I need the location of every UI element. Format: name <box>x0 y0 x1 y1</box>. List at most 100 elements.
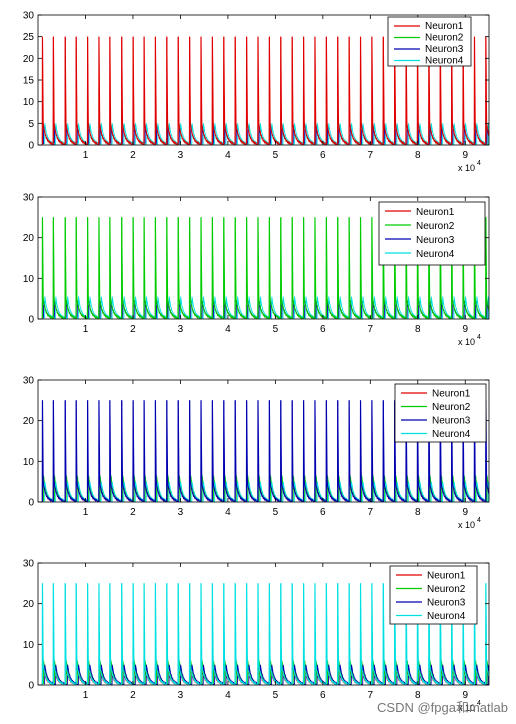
x-tick-label: 2 <box>130 507 136 518</box>
legend-label-neuron3: Neuron3 <box>432 416 471 427</box>
y-tick-label: 5 <box>28 119 34 130</box>
x-tick-label: 5 <box>273 690 279 701</box>
x-tick-label: 1 <box>83 690 89 701</box>
y-tick-label: 30 <box>23 193 35 204</box>
x-tick-label: 8 <box>415 507 421 518</box>
legend-box <box>378 201 486 266</box>
y-tick-label: 0 <box>28 141 34 152</box>
x-tick-label: 9 <box>462 150 468 161</box>
x-exponent-label: x 10 <box>458 703 475 713</box>
legend-label-neuron4: Neuron4 <box>425 56 464 67</box>
x-tick-label: 3 <box>178 324 184 335</box>
legend-label-neuron4: Neuron4 <box>432 429 471 440</box>
axes-frame <box>37 562 490 686</box>
legend: Neuron1 Neuron2 Neuron3 Neuron4 <box>378 201 486 266</box>
y-tick-label: 0 <box>28 315 34 326</box>
legend-label-neuron2: Neuron2 <box>432 402 471 413</box>
axes-frame <box>37 196 490 320</box>
x-tick-label: 6 <box>320 690 326 701</box>
x-tick-label: 4 <box>225 150 231 161</box>
y-tick-label: 20 <box>23 416 35 427</box>
x-tick-label: 6 <box>320 507 326 518</box>
y-tick-label: 30 <box>23 11 35 22</box>
x-tick-label: 3 <box>178 507 184 518</box>
y-tick-label: 30 <box>23 376 35 387</box>
x-exponent-label: x 10 <box>458 337 475 347</box>
x-tick-label: 5 <box>273 324 279 335</box>
x-exponent-label: x 10 <box>458 163 475 173</box>
legend-label-neuron1: Neuron1 <box>416 207 455 218</box>
series-line-neuron4 <box>44 123 489 145</box>
x-tick-label: 7 <box>368 690 374 701</box>
legend: Neuron1 Neuron2 Neuron3 Neuron4 <box>389 565 478 625</box>
x-tick-label: 3 <box>178 150 184 161</box>
x-tick-label: 2 <box>130 690 136 701</box>
legend-label-neuron3: Neuron3 <box>425 44 464 55</box>
x-tick-label: 7 <box>368 507 374 518</box>
y-tick-label: 20 <box>23 54 35 65</box>
y-tick-label: 0 <box>28 498 34 509</box>
y-tick-label: 15 <box>23 76 35 87</box>
x-tick-label: 1 <box>83 507 89 518</box>
x-tick-label: 2 <box>130 324 136 335</box>
x-exponent-power: 4 <box>477 517 481 524</box>
legend-box <box>389 565 478 625</box>
legend: Neuron1 Neuron2 Neuron3 Neuron4 <box>394 383 487 443</box>
x-exponent-power: 4 <box>477 700 481 707</box>
x-tick-label: 4 <box>225 690 231 701</box>
y-tick-label: 30 <box>23 559 35 570</box>
x-tick-label: 1 <box>83 324 89 335</box>
y-tick-label: 25 <box>23 32 35 43</box>
x-tick-label: 2 <box>130 150 136 161</box>
series-line-neuron4 <box>44 296 489 319</box>
legend-box <box>394 383 487 443</box>
x-tick-label: 7 <box>368 324 374 335</box>
axes-frame <box>37 379 490 503</box>
x-tick-label: 9 <box>462 324 468 335</box>
x-tick-label: 8 <box>415 324 421 335</box>
y-tick-label: 20 <box>23 233 35 244</box>
y-tick-label: 10 <box>23 274 35 285</box>
series-line-neuron3 <box>44 664 489 685</box>
y-tick-label: 10 <box>23 97 35 108</box>
x-tick-label: 4 <box>225 507 231 518</box>
y-tick-label: 10 <box>23 640 35 651</box>
legend-label-neuron4: Neuron4 <box>416 249 455 260</box>
legend-label-neuron4: Neuron4 <box>427 611 466 622</box>
x-tick-label: 4 <box>225 324 231 335</box>
y-tick-label: 10 <box>23 457 35 468</box>
y-tick-label: 0 <box>28 681 34 692</box>
legend-label-neuron2: Neuron2 <box>427 584 466 595</box>
x-exponent-label: x 10 <box>458 520 475 530</box>
x-exponent-power: 4 <box>477 160 481 167</box>
x-tick-label: 7 <box>368 150 374 161</box>
x-tick-label: 9 <box>462 690 468 701</box>
x-tick-label: 3 <box>178 690 184 701</box>
x-tick-label: 8 <box>415 690 421 701</box>
series-line-neuron4 <box>44 481 489 502</box>
legend-label-neuron1: Neuron1 <box>425 21 464 32</box>
legend-label-neuron1: Neuron1 <box>427 571 466 582</box>
legend-label-neuron1: Neuron1 <box>432 389 471 400</box>
x-tick-label: 5 <box>273 507 279 518</box>
legend-label-neuron3: Neuron3 <box>416 235 455 246</box>
x-exponent-power: 4 <box>477 334 481 341</box>
x-tick-label: 6 <box>320 150 326 161</box>
x-tick-label: 5 <box>273 150 279 161</box>
x-tick-label: 6 <box>320 324 326 335</box>
y-tick-label: 20 <box>23 599 35 610</box>
legend-label-neuron2: Neuron2 <box>425 33 464 44</box>
legend-box <box>387 16 472 67</box>
legend-label-neuron2: Neuron2 <box>416 221 455 232</box>
legend-label-neuron3: Neuron3 <box>427 598 466 609</box>
x-tick-label: 9 <box>462 507 468 518</box>
x-tick-label: 8 <box>415 150 421 161</box>
watermark: CSDN @fpga和matlab <box>377 700 508 715</box>
plot-area <box>41 400 489 502</box>
